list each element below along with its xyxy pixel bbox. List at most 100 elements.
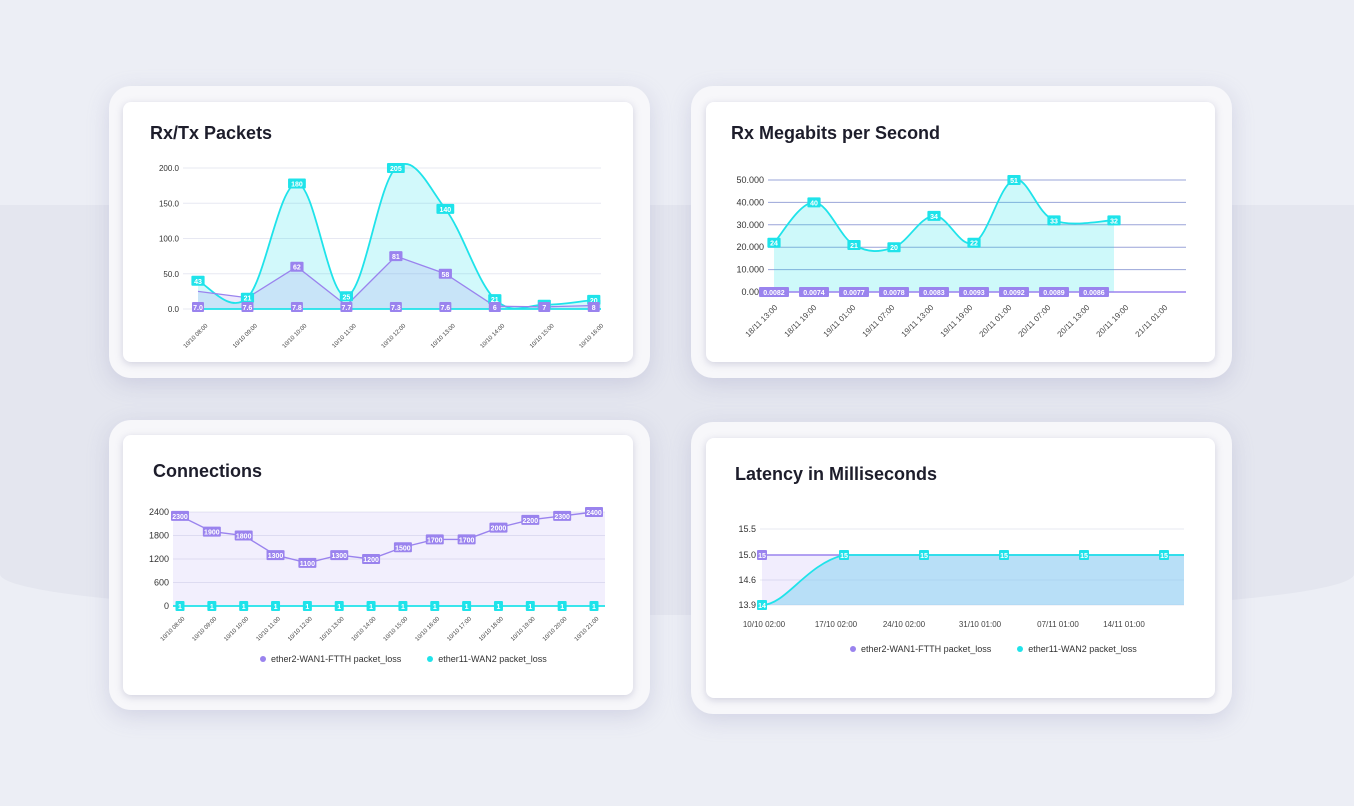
y-tick-label: 2400 bbox=[149, 507, 169, 517]
data-label: 7.7 bbox=[342, 305, 352, 312]
data-label-purple: 7 bbox=[538, 302, 551, 312]
data-label: 7.6 bbox=[440, 305, 450, 312]
x-tick-label: 20/11 07:00 bbox=[1017, 303, 1053, 339]
data-label-cyan: 15 bbox=[919, 550, 929, 560]
x-tick-label: 24/10 02:00 bbox=[883, 620, 926, 629]
y-tick-label: 40.000 bbox=[736, 197, 764, 207]
data-label: 1 bbox=[465, 604, 469, 611]
data-label-box bbox=[438, 268, 452, 279]
data-label: 81 bbox=[392, 254, 400, 261]
data-label-box bbox=[366, 601, 376, 611]
data-label-purple: 1500 bbox=[393, 542, 412, 553]
data-label-box bbox=[999, 550, 1009, 560]
data-label-purple: 0.0077 bbox=[839, 287, 869, 297]
data-label-cyan: 1 bbox=[334, 601, 344, 611]
data-label: 205 bbox=[390, 166, 402, 173]
data-label-purple: 1900 bbox=[202, 526, 221, 537]
series-area bbox=[198, 163, 601, 309]
x-tick-label: 10/10 15:00 bbox=[383, 616, 410, 643]
data-label-cyan: 205 bbox=[386, 163, 405, 173]
data-label-purple: 2400 bbox=[585, 507, 603, 517]
x-tick-label: 19/11 13:00 bbox=[900, 303, 936, 339]
x-tick-label: 20/11 19:00 bbox=[1095, 303, 1131, 339]
x-tick-label: 10/10 16:00 bbox=[415, 616, 442, 643]
legend-item[interactable]: ether2-WAN1-FTTH packet_loss bbox=[260, 654, 401, 664]
data-label-box bbox=[489, 522, 508, 533]
data-label: 0.0078 bbox=[883, 290, 905, 297]
legend-dot-icon bbox=[427, 656, 434, 662]
data-label: 15 bbox=[758, 553, 766, 560]
data-label-box bbox=[919, 550, 929, 560]
data-label-box bbox=[288, 178, 306, 189]
data-label-cyan: 32 bbox=[1107, 215, 1121, 226]
y-tick-label: 0.0 bbox=[168, 305, 180, 314]
y-tick-label: 13.9 bbox=[738, 600, 756, 610]
data-label: 15 bbox=[920, 553, 928, 560]
legend-dot-icon bbox=[260, 656, 266, 662]
legend-label: ether11-WAN2 packet_loss bbox=[1028, 644, 1137, 654]
data-label-cyan: 20 bbox=[887, 242, 901, 253]
data-label-cyan: 1 bbox=[207, 601, 217, 611]
data-label: 32 bbox=[1110, 218, 1118, 225]
data-label: 1 bbox=[337, 604, 341, 611]
data-label-box bbox=[457, 534, 476, 545]
data-label-cyan: 140 bbox=[436, 203, 455, 214]
data-label-cyan: 1 bbox=[271, 601, 281, 611]
data-label-cyan: 1 bbox=[525, 601, 535, 611]
data-label-box bbox=[759, 287, 789, 297]
data-label: 2300 bbox=[172, 514, 188, 521]
data-label: 2400 bbox=[586, 510, 602, 517]
x-tick-label: 10/10 08:00 bbox=[160, 616, 187, 643]
data-label-box bbox=[538, 302, 551, 312]
data-label-box bbox=[959, 287, 989, 297]
data-label-box bbox=[389, 251, 403, 262]
data-label-cyan: 1 bbox=[462, 601, 472, 611]
legend-dot-icon bbox=[1017, 646, 1024, 652]
data-label-box bbox=[439, 302, 452, 312]
data-label-box bbox=[488, 302, 501, 312]
data-label-cyan: 15 bbox=[999, 550, 1009, 560]
legend-item[interactable]: ether11-WAN2 packet_loss bbox=[1017, 644, 1137, 654]
data-label-purple: 1300 bbox=[330, 550, 349, 561]
x-tick-label: 21/11 01:00 bbox=[1134, 303, 1170, 339]
data-label-cyan: 25 bbox=[339, 291, 354, 302]
data-label: 20 bbox=[890, 245, 898, 252]
data-label-box bbox=[521, 514, 540, 525]
data-label: 0.0083 bbox=[923, 290, 945, 297]
data-label-box bbox=[386, 163, 405, 173]
connections-chart: 2400 1800 1200 600 0 2300 1900 1800 1300 1100 1300… bbox=[149, 507, 605, 643]
data-label-box bbox=[1039, 287, 1069, 297]
data-label-box bbox=[234, 530, 253, 541]
data-label: 7.8 bbox=[292, 305, 302, 312]
data-label-box bbox=[967, 237, 981, 248]
x-tick-label: 17/10 02:00 bbox=[815, 620, 858, 629]
data-label-cyan: 21 bbox=[847, 239, 861, 250]
data-label-box bbox=[525, 601, 535, 611]
legend-item[interactable]: ether11-WAN2 packet_loss bbox=[427, 654, 547, 664]
x-tick-label: 10/10 09:00 bbox=[192, 616, 219, 643]
data-label-box bbox=[493, 601, 503, 611]
data-label: 1 bbox=[497, 604, 501, 611]
data-label-cyan: 1 bbox=[366, 601, 376, 611]
data-label: 0.0086 bbox=[1083, 290, 1105, 297]
legend-label: ether11-WAN2 packet_loss bbox=[438, 654, 547, 664]
data-label-box bbox=[807, 197, 821, 208]
data-label-purple: 1700 bbox=[425, 534, 444, 545]
data-label-cyan: 1 bbox=[175, 601, 185, 611]
data-label-purple: 0.0086 bbox=[1079, 287, 1109, 297]
data-label-cyan: 15 bbox=[839, 550, 849, 560]
data-label: 1 bbox=[242, 604, 246, 611]
data-label-cyan: 21 bbox=[240, 292, 255, 303]
data-label-purple: 7.8 bbox=[290, 302, 303, 312]
data-label-purple: 2200 bbox=[521, 514, 540, 525]
data-label-purple: 2300 bbox=[553, 510, 572, 521]
legend-item[interactable]: ether2-WAN1-FTTH packet_loss bbox=[850, 644, 991, 654]
data-label-cyan: 1 bbox=[430, 601, 440, 611]
data-label-box bbox=[585, 507, 603, 517]
data-label-box bbox=[436, 203, 455, 214]
latency-chart: 15.5 15.0 14.6 13.9 15 14 15 15 15 15 15 10/10 02:0… bbox=[738, 524, 1184, 629]
data-label: 15 bbox=[1160, 553, 1168, 560]
x-tick-label: 10/10 11:00 bbox=[331, 323, 358, 350]
data-label-box bbox=[339, 291, 354, 302]
y-tick-label: 15.5 bbox=[738, 524, 756, 534]
